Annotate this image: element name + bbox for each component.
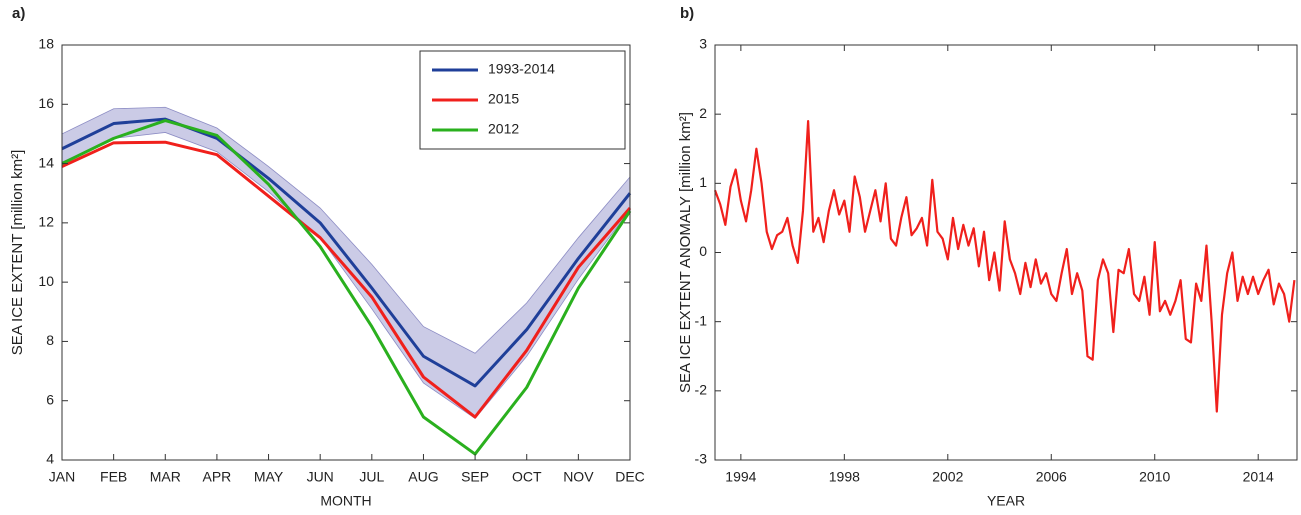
panel: a) 4 6 8 10 12 14 16 18 JAN FEB MAR APR MAY JUN JUL AUG S… [9, 5, 645, 509]
y-tick-label: 2 [699, 105, 707, 121]
x-tick-label: 2002 [932, 469, 963, 485]
x-tick-label: MAY [254, 469, 284, 485]
y-axis-label: SEA ICE EXTENT [million km²] [9, 150, 26, 356]
y-tick-label: 14 [38, 154, 54, 170]
data-line [61, 117, 632, 388]
x-axis-label: MONTH [320, 493, 371, 509]
y-tick-label: 16 [38, 95, 54, 111]
panel: b) -3 -2 -1 0 1 2 3 1994 1998 2002 2006 2010 2014 YEAR… [677, 5, 1298, 509]
y-tick-label: -1 [695, 312, 708, 328]
x-tick-label: SEP [461, 469, 489, 485]
plot-frame [714, 44, 1298, 461]
spread-band [61, 106, 631, 420]
panel-title: b) [680, 5, 694, 22]
x-tick-label: 1998 [829, 469, 860, 485]
x-tick-label: APR [203, 469, 232, 485]
y-axis-label: SEA ICE EXTENT ANOMALY [million km²] [677, 112, 694, 393]
y-tick-label: 4 [46, 451, 54, 467]
x-axis-label: YEAR [987, 493, 1025, 509]
legend-label: 2015 [488, 91, 519, 107]
x-tick-label: AUG [408, 469, 438, 485]
x-tick-label: JUL [359, 469, 384, 485]
data-line [61, 140, 632, 419]
y-tick-label: 10 [38, 273, 54, 289]
x-tick-label: FEB [100, 469, 127, 485]
x-tick-label: 2014 [1243, 469, 1274, 485]
panel-title: a) [12, 5, 25, 22]
x-tick-label: MAR [150, 469, 181, 485]
y-tick-label: 6 [46, 391, 54, 407]
x-tick-label: JAN [49, 469, 75, 485]
y-tick-label: -2 [695, 382, 708, 398]
y-tick-label: 3 [699, 36, 707, 52]
x-tick-label: JUN [307, 469, 334, 485]
y-tick-label: 18 [38, 36, 54, 52]
y-tick-label: -3 [695, 451, 708, 467]
legend-label: 2012 [488, 121, 519, 137]
x-tick-label: OCT [512, 469, 542, 485]
x-tick-label: DEC [615, 469, 645, 485]
data-line [713, 119, 1296, 413]
legend-label: 1993-2014 [488, 61, 555, 77]
y-tick-label: 8 [46, 332, 54, 348]
x-tick-label: NOV [563, 469, 594, 485]
y-tick-label: 0 [699, 243, 707, 259]
x-tick-label: 2010 [1139, 469, 1170, 485]
plot-frame [61, 44, 631, 461]
y-tick-label: 1 [699, 174, 707, 190]
x-tick-label: 2006 [1036, 469, 1067, 485]
y-tick-label: 12 [38, 214, 54, 230]
x-tick-label: 1994 [725, 469, 756, 485]
data-line [61, 119, 632, 456]
